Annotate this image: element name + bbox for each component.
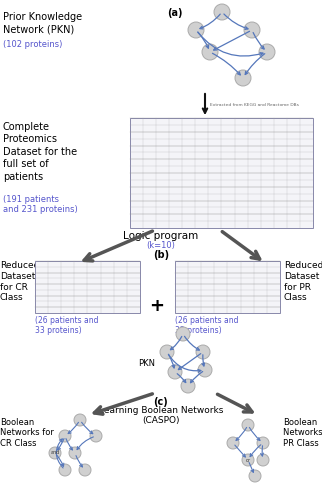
- Circle shape: [196, 345, 210, 359]
- Circle shape: [49, 447, 61, 459]
- Text: and: and: [50, 451, 60, 455]
- Circle shape: [59, 430, 71, 442]
- Text: Complete
Proteomics
Dataset for the
full set of
patients: Complete Proteomics Dataset for the full…: [3, 122, 77, 182]
- Bar: [130, 118, 313, 228]
- Text: +: +: [149, 297, 165, 315]
- Text: Logic program: Logic program: [123, 231, 199, 241]
- Text: (c): (c): [154, 397, 168, 407]
- Circle shape: [181, 379, 195, 393]
- Circle shape: [69, 447, 81, 459]
- Circle shape: [188, 22, 204, 38]
- Circle shape: [257, 437, 269, 449]
- Bar: [175, 261, 280, 313]
- Text: Boolean
Networks for
PR Class: Boolean Networks for PR Class: [283, 418, 322, 448]
- Text: or: or: [245, 457, 251, 463]
- Circle shape: [244, 22, 260, 38]
- Text: PKN: PKN: [138, 359, 155, 369]
- Circle shape: [257, 454, 269, 466]
- Text: Boolean
Networks for
CR Class: Boolean Networks for CR Class: [0, 418, 54, 448]
- Circle shape: [214, 4, 230, 20]
- Text: (191 patients
and 231 proteins): (191 patients and 231 proteins): [3, 195, 78, 214]
- Circle shape: [168, 365, 182, 379]
- Text: (102 proteins): (102 proteins): [3, 40, 62, 49]
- Circle shape: [242, 454, 254, 466]
- Text: (a): (a): [167, 8, 183, 18]
- Text: Learning Boolean Networks
(CASPO): Learning Boolean Networks (CASPO): [99, 406, 223, 426]
- Circle shape: [59, 464, 71, 476]
- Circle shape: [74, 414, 86, 426]
- Text: (26 patients and
33 proteins): (26 patients and 33 proteins): [35, 316, 99, 335]
- Circle shape: [202, 44, 218, 60]
- Text: Prior Knowledge
Network (PKN): Prior Knowledge Network (PKN): [3, 12, 82, 34]
- Circle shape: [259, 44, 275, 60]
- Circle shape: [242, 419, 254, 431]
- Circle shape: [249, 470, 261, 482]
- Text: Reduced
Dataset
for PR
Class: Reduced Dataset for PR Class: [284, 261, 322, 302]
- Text: (k=10): (k=10): [147, 241, 175, 250]
- Circle shape: [198, 363, 212, 377]
- Circle shape: [79, 464, 91, 476]
- Circle shape: [235, 70, 251, 86]
- Text: Reduced
Dataset
for CR
Class: Reduced Dataset for CR Class: [0, 261, 39, 302]
- Circle shape: [160, 345, 174, 359]
- Circle shape: [227, 437, 239, 449]
- Text: (26 patients and
33 proteins): (26 patients and 33 proteins): [175, 316, 239, 335]
- Circle shape: [90, 430, 102, 442]
- Text: Extracted from KEGG and Reactome DBs: Extracted from KEGG and Reactome DBs: [210, 103, 299, 107]
- Bar: [35, 261, 140, 313]
- Text: (b): (b): [153, 250, 169, 260]
- Circle shape: [176, 327, 190, 341]
